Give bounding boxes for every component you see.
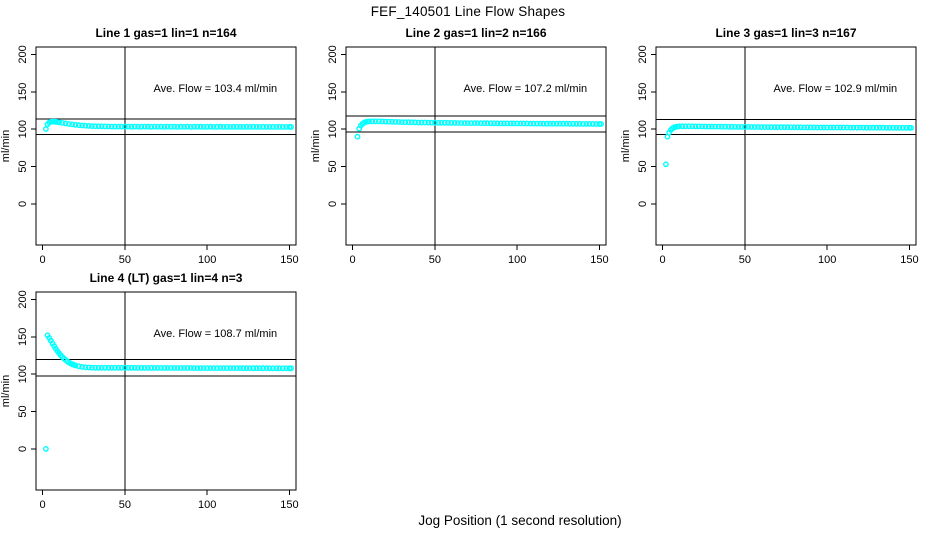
- y-tick-label: 0: [637, 201, 649, 207]
- x-tick-label: 0: [40, 254, 46, 266]
- y-tick-label: 0: [17, 201, 29, 207]
- y-axis-label: ml/min: [0, 130, 12, 162]
- x-tick-label: 0: [40, 499, 46, 511]
- x-tick-label: 50: [739, 254, 751, 266]
- flow-data-points: [43, 118, 294, 132]
- y-tick-label: 50: [17, 160, 29, 172]
- y-tick-label: 100: [17, 365, 29, 383]
- subplot-line2: Line 2 gas=1 lin=2 n=166 0 50 100 150 0 50 100 1…: [310, 20, 622, 272]
- y-tick-label: 50: [327, 160, 339, 172]
- y-tick-label: 100: [327, 120, 339, 138]
- y-tick-label: 150: [637, 83, 649, 101]
- y-tick-label: 0: [17, 446, 29, 452]
- y-axis-label: ml/min: [620, 130, 632, 162]
- subplot-line4: Line 4 (LT) gas=1 lin=4 n=3 0 50 100 150 0 50 1…: [0, 265, 312, 517]
- line2-chart: Line 2 gas=1 lin=2 n=166 0 50 100 150 0 50 100 1…: [310, 26, 609, 266]
- line1-chart: Line 1 gas=1 lin=1 n=164 0 50 100 150 0 50 100 1…: [0, 26, 299, 266]
- line3-chart: Line 3 gas=1 lin=3 n=167 0 50 100 150 0 50 100 1…: [620, 26, 919, 266]
- x-tick-label: 0: [660, 254, 666, 266]
- subplot-line1: Line 1 gas=1 lin=1 n=164 0 50 100 150 0 50 100 1…: [0, 20, 312, 272]
- x-tick-label: 150: [280, 499, 298, 511]
- y-tick-label: 150: [17, 83, 29, 101]
- y-tick-label: 200: [17, 45, 29, 63]
- x-axis-label: Jog Position (1 second resolution): [418, 513, 622, 528]
- y-tick-label: 150: [17, 328, 29, 346]
- ave-flow-annotation: Ave. Flow = 107.2 ml/min: [464, 83, 588, 95]
- flow-data-points: [43, 332, 294, 452]
- subplot-line3: Line 3 gas=1 lin=3 n=167 0 50 100 150 0 50 100 1…: [620, 20, 932, 272]
- plot-box: [35, 291, 297, 491]
- y-tick-label: 150: [327, 83, 339, 101]
- flow-data-points: [354, 118, 604, 140]
- y-tick-label: 200: [327, 45, 339, 63]
- y-tick-label: 100: [637, 120, 649, 138]
- y-tick-label: 200: [17, 290, 29, 308]
- y-axis-label: ml/min: [310, 130, 322, 162]
- x-tick-label: 150: [900, 254, 918, 266]
- x-tick-label: 50: [119, 254, 131, 266]
- line4-chart: Line 4 (LT) gas=1 lin=4 n=3 0 50 100 150 0 50 1…: [0, 271, 299, 511]
- flow-data-points: [663, 123, 914, 168]
- y-tick-label: 50: [637, 160, 649, 172]
- ave-flow-annotation: Ave. Flow = 108.7 ml/min: [154, 328, 278, 340]
- x-tick-label: 150: [280, 254, 298, 266]
- subplot-title: Line 3 gas=1 lin=3 n=167: [715, 26, 856, 40]
- x-tick-label: 0: [350, 254, 356, 266]
- subplot-title: Line 2 gas=1 lin=2 n=166: [405, 26, 546, 40]
- y-tick-label: 200: [637, 45, 649, 63]
- y-tick-label: 0: [327, 201, 339, 207]
- x-tick-label: 100: [508, 254, 526, 266]
- x-tick-label: 50: [119, 499, 131, 511]
- subplot-title: Line 1 gas=1 lin=1 n=164: [95, 26, 236, 40]
- x-tick-label: 150: [590, 254, 608, 266]
- y-tick-label: 100: [17, 120, 29, 138]
- plot-box: [35, 46, 297, 246]
- x-tick-label: 50: [429, 254, 441, 266]
- y-axis-label: ml/min: [0, 375, 12, 407]
- ave-flow-annotation: Ave. Flow = 103.4 ml/min: [154, 83, 278, 95]
- x-tick-label: 100: [198, 499, 216, 511]
- figure-title: FEF_140501 Line Flow Shapes: [370, 4, 566, 19]
- x-tick-label: 100: [818, 254, 836, 266]
- x-tick-label: 100: [198, 254, 216, 266]
- ave-flow-annotation: Ave. Flow = 102.9 ml/min: [774, 83, 898, 95]
- plot-box: [655, 46, 917, 246]
- subplot-title: Line 4 (LT) gas=1 lin=4 n=3: [90, 271, 243, 285]
- plot-box: [345, 46, 607, 246]
- y-tick-label: 50: [17, 405, 29, 417]
